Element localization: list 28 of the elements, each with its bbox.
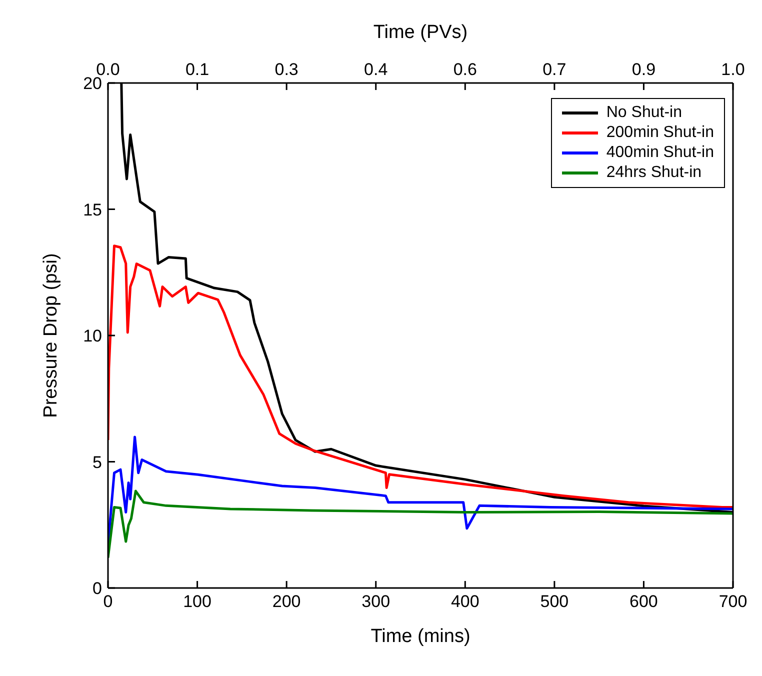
legend-label: 400min Shut-in (606, 143, 714, 163)
x-axis-title: Time (mins) (370, 626, 470, 647)
x-tick-label: 300 (362, 592, 390, 611)
x-tick-label: 400 (450, 592, 480, 611)
y-tick-label: 10 (83, 326, 102, 346)
x2-tick-label: 1.0 (721, 60, 745, 79)
x2-axis-title: Time (PVs) (373, 22, 468, 43)
x-tick-label: 700 (718, 592, 748, 611)
y-axis-title: Pressure Drop (psi) (40, 253, 62, 418)
x2-tick-label: 0.9 (632, 60, 656, 79)
legend-label: 200min Shut-in (606, 123, 714, 143)
y-tick-label: 20 (83, 74, 102, 93)
x2-tick-label: 0.4 (364, 60, 388, 79)
y-tick-label: 15 (83, 200, 102, 220)
x-tick-label: 100 (183, 592, 212, 611)
line-series (108, 490, 733, 559)
line-series (108, 244, 733, 508)
x2-tick-label: 0.1 (185, 60, 210, 79)
x-tick-label: 600 (630, 592, 658, 611)
legend-label: No Shut-in (606, 103, 682, 123)
legend-label: 24hrs Shut-in (606, 163, 702, 183)
y-tick-label: 5 (92, 452, 102, 472)
x-tick-label: 200 (272, 592, 301, 611)
x-tick-label: 500 (540, 592, 569, 611)
y-tick-label: 0 (92, 579, 102, 598)
x2-tick-label: 0.6 (453, 60, 477, 79)
x2-tick-label: 0.3 (274, 60, 298, 79)
x2-tick-label: 0.7 (542, 60, 566, 79)
